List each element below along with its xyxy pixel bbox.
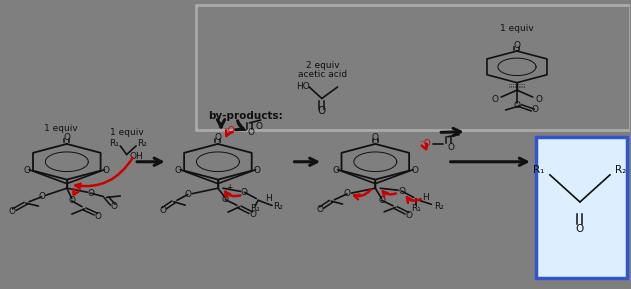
Text: O: O [215,133,221,142]
Text: O: O [343,190,350,199]
Text: ⁻O: ⁻O [420,139,432,149]
Text: O: O [256,122,262,131]
Text: H: H [422,193,429,202]
Text: O: O [38,192,45,201]
Text: O: O [95,212,102,221]
Text: O: O [514,101,521,110]
Text: I: I [64,179,69,192]
Text: O: O [372,133,379,142]
Text: R₁: R₁ [411,204,420,213]
Text: O: O [317,106,326,116]
Text: I: I [373,179,377,192]
Text: R₂: R₂ [435,202,444,211]
Text: O: O [110,202,117,211]
Text: O: O [24,166,31,175]
Text: O: O [514,41,521,50]
Text: 1 equiv: 1 equiv [44,124,78,133]
Text: O: O [159,206,166,215]
Text: R₂: R₂ [615,165,627,175]
FancyBboxPatch shape [536,137,627,278]
Text: O: O [536,95,543,104]
Text: O: O [103,166,110,175]
Text: O: O [411,166,418,175]
Text: O: O [63,133,70,142]
Text: O: O [184,190,191,199]
Text: acetic acid: acetic acid [298,70,348,79]
Text: O: O [316,205,324,214]
Text: O: O [576,224,584,234]
Text: OH: OH [129,151,143,160]
Text: 2 equiv: 2 equiv [306,61,340,70]
Text: O: O [175,166,182,175]
Text: R₂: R₂ [273,202,283,211]
Text: HO: HO [296,82,310,92]
Text: O: O [250,210,257,219]
Text: O: O [68,196,75,205]
Text: I: I [515,82,519,95]
Text: O: O [87,189,94,198]
Text: O: O [406,211,413,220]
Text: O: O [492,95,498,104]
Text: +: + [226,183,232,192]
Text: O: O [241,188,248,197]
Text: ⁻O: ⁻O [223,126,235,135]
Text: 1 equiv: 1 equiv [110,129,143,138]
Text: R₁: R₁ [533,165,545,175]
Text: O: O [447,143,454,152]
Text: 1 equiv: 1 equiv [500,23,534,33]
Text: O: O [9,207,16,216]
Text: R₂: R₂ [138,138,147,148]
Text: O: O [247,129,254,138]
Text: O: O [378,196,385,205]
Text: R₁: R₁ [109,138,119,148]
Text: I: I [216,179,220,192]
Text: O: O [531,105,538,114]
Text: O: O [398,187,405,196]
FancyBboxPatch shape [196,5,630,130]
Text: H: H [265,194,272,203]
Text: O: O [222,195,229,204]
Text: by-products:: by-products: [208,111,283,121]
Text: R₁: R₁ [250,204,260,213]
Text: O: O [254,166,261,175]
Text: O: O [333,166,339,175]
